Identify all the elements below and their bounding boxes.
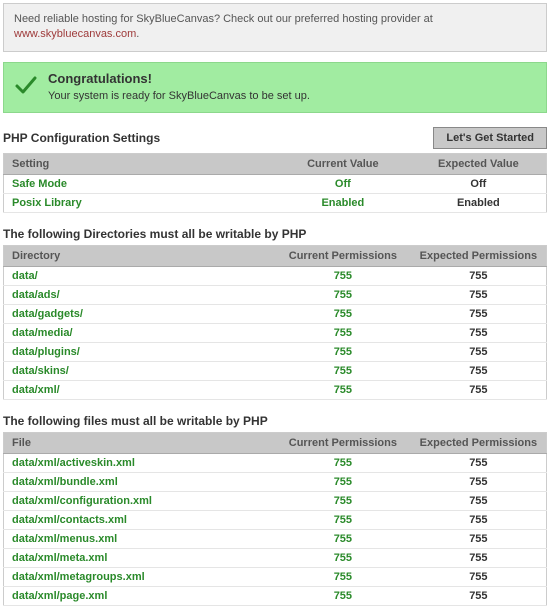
dirs-heading: The following Directories must all be wr… (3, 227, 547, 241)
table-row: data/ads/755755 (4, 285, 547, 304)
table-row: data/xml/activeskin.xml755755 (4, 453, 547, 472)
checkmark-icon (14, 73, 38, 97)
row-name: data/ads/ (4, 285, 276, 304)
row-expected: Off (411, 174, 547, 193)
col-file: File (4, 432, 276, 453)
col-setting: Setting (4, 153, 276, 174)
table-row: Posix LibraryEnabledEnabled (4, 193, 547, 212)
row-expected: 755 (411, 266, 547, 285)
congrats-title: Congratulations! (48, 71, 310, 86)
row-current: 755 (275, 323, 411, 342)
row-name: data/xml/meta.xml (4, 548, 276, 567)
table-row: data/xml/755755 (4, 380, 547, 399)
row-name: data/ (4, 266, 276, 285)
row-expected: Enabled (411, 193, 547, 212)
table-row: data/media/755755 (4, 323, 547, 342)
row-current: 755 (275, 361, 411, 380)
table-row: data/xml/metagroups.xml755755 (4, 567, 547, 586)
table-row: data/xml/configuration.xml755755 (4, 491, 547, 510)
dirs-table: Directory Current Permissions Expected P… (3, 245, 547, 400)
row-expected: 755 (411, 285, 547, 304)
row-current: 755 (275, 472, 411, 491)
col-expected-perm2: Expected Permissions (411, 432, 547, 453)
row-current: 755 (275, 510, 411, 529)
row-current: 755 (275, 586, 411, 605)
row-current: 755 (275, 548, 411, 567)
row-expected: 755 (411, 361, 547, 380)
table-row: data/xml/page.xml755755 (4, 586, 547, 605)
row-name: data/xml/contacts.xml (4, 510, 276, 529)
col-current-perm: Current Permissions (275, 245, 411, 266)
row-name: data/xml/configuration.xml (4, 491, 276, 510)
hosting-promo: Need reliable hosting for SkyBlueCanvas?… (3, 3, 547, 52)
row-name: data/media/ (4, 323, 276, 342)
table-row: data/gadgets/755755 (4, 304, 547, 323)
row-current: Enabled (275, 193, 411, 212)
congrats-message: Your system is ready for SkyBlueCanvas t… (48, 90, 310, 102)
row-expected: 755 (411, 529, 547, 548)
table-row: data/xml/bundle.xml755755 (4, 472, 547, 491)
row-name: data/gadgets/ (4, 304, 276, 323)
row-current: 755 (275, 380, 411, 399)
row-name: Posix Library (4, 193, 276, 212)
row-name: data/xml/metagroups.xml (4, 567, 276, 586)
row-name: data/xml/page.xml (4, 586, 276, 605)
table-row: Safe ModeOffOff (4, 174, 547, 193)
row-expected: 755 (411, 510, 547, 529)
row-name: data/plugins/ (4, 342, 276, 361)
row-current: Off (275, 174, 411, 193)
table-row: data/xml/menus.xml755755 (4, 529, 547, 548)
promo-link[interactable]: www.skybluecanvas.com (14, 28, 136, 40)
get-started-button[interactable]: Let's Get Started (433, 127, 547, 149)
row-expected: 755 (411, 472, 547, 491)
table-row: data/skins/755755 (4, 361, 547, 380)
table-row: data/xml/meta.xml755755 (4, 548, 547, 567)
col-current-perm2: Current Permissions (275, 432, 411, 453)
php-config-heading: PHP Configuration Settings (3, 131, 160, 145)
row-expected: 755 (411, 304, 547, 323)
row-current: 755 (275, 304, 411, 323)
row-name: data/xml/bundle.xml (4, 472, 276, 491)
row-current: 755 (275, 342, 411, 361)
row-name: data/skins/ (4, 361, 276, 380)
col-current: Current Value (275, 153, 411, 174)
congrats-banner: Congratulations! Your system is ready fo… (3, 62, 547, 113)
row-expected: 755 (411, 567, 547, 586)
row-expected: 755 (411, 491, 547, 510)
col-expected-perm: Expected Permissions (411, 245, 547, 266)
row-expected: 755 (411, 342, 547, 361)
files-heading: The following files must all be writable… (3, 414, 547, 428)
promo-after: . (136, 28, 139, 40)
row-expected: 755 (411, 453, 547, 472)
table-row: data/plugins/755755 (4, 342, 547, 361)
row-current: 755 (275, 491, 411, 510)
row-expected: 755 (411, 380, 547, 399)
files-table: File Current Permissions Expected Permis… (3, 432, 547, 606)
row-expected: 755 (411, 586, 547, 605)
promo-text: Need reliable hosting for SkyBlueCanvas?… (14, 13, 433, 25)
row-name: data/xml/activeskin.xml (4, 453, 276, 472)
col-expected: Expected Value (411, 153, 547, 174)
row-current: 755 (275, 285, 411, 304)
col-directory: Directory (4, 245, 276, 266)
row-current: 755 (275, 453, 411, 472)
row-expected: 755 (411, 323, 547, 342)
table-row: data/755755 (4, 266, 547, 285)
row-name: Safe Mode (4, 174, 276, 193)
row-current: 755 (275, 529, 411, 548)
row-name: data/xml/menus.xml (4, 529, 276, 548)
table-row: data/xml/contacts.xml755755 (4, 510, 547, 529)
row-current: 755 (275, 567, 411, 586)
row-name: data/xml/ (4, 380, 276, 399)
row-expected: 755 (411, 548, 547, 567)
php-config-table: Setting Current Value Expected Value Saf… (3, 153, 547, 213)
row-current: 755 (275, 266, 411, 285)
